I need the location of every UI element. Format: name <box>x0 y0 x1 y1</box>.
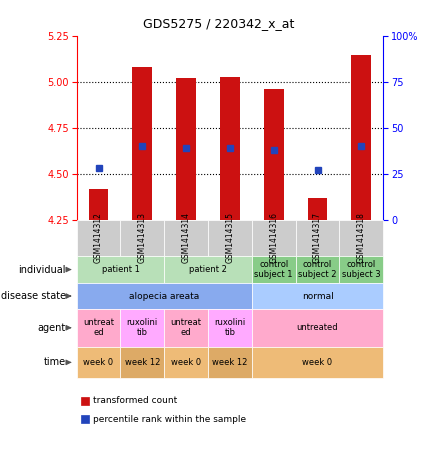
Bar <box>220 77 240 220</box>
Text: control
subject 2: control subject 2 <box>298 260 337 279</box>
Text: untreat
ed: untreat ed <box>171 318 201 337</box>
Text: untreated: untreated <box>297 323 339 332</box>
Text: GSM1414313: GSM1414313 <box>138 212 147 263</box>
Text: week 0: week 0 <box>171 358 201 367</box>
Bar <box>351 54 371 220</box>
Text: GSM1414317: GSM1414317 <box>313 212 322 263</box>
Text: patient 2: patient 2 <box>189 265 227 274</box>
Text: week 0: week 0 <box>84 358 113 367</box>
Text: agent: agent <box>38 323 66 333</box>
Text: control
subject 3: control subject 3 <box>342 260 381 279</box>
Text: GSM1414316: GSM1414316 <box>269 212 278 263</box>
Text: transformed count: transformed count <box>93 396 177 405</box>
Text: untreat
ed: untreat ed <box>83 318 114 337</box>
Text: ruxolini
tib: ruxolini tib <box>127 318 158 337</box>
Bar <box>264 89 283 220</box>
Text: GDS5275 / 220342_x_at: GDS5275 / 220342_x_at <box>143 17 295 30</box>
Text: control
subject 1: control subject 1 <box>254 260 293 279</box>
Text: week 12: week 12 <box>125 358 160 367</box>
Text: GSM1414315: GSM1414315 <box>226 212 234 263</box>
Text: GSM1414314: GSM1414314 <box>182 212 191 263</box>
Text: week 0: week 0 <box>303 358 332 367</box>
Text: normal: normal <box>302 292 333 300</box>
Text: time: time <box>43 357 66 367</box>
Text: patient 1: patient 1 <box>102 265 139 274</box>
Text: individual: individual <box>18 265 66 275</box>
Text: week 12: week 12 <box>212 358 247 367</box>
Text: percentile rank within the sample: percentile rank within the sample <box>93 414 247 424</box>
Bar <box>176 78 196 220</box>
Text: disease state: disease state <box>0 291 66 301</box>
Text: ruxolini
tib: ruxolini tib <box>214 318 246 337</box>
Bar <box>308 198 328 220</box>
Bar <box>132 67 152 220</box>
Text: alopecia areata: alopecia areata <box>129 292 199 300</box>
Bar <box>88 188 108 220</box>
Text: GSM1414312: GSM1414312 <box>94 212 103 263</box>
Text: GSM1414318: GSM1414318 <box>357 212 366 263</box>
